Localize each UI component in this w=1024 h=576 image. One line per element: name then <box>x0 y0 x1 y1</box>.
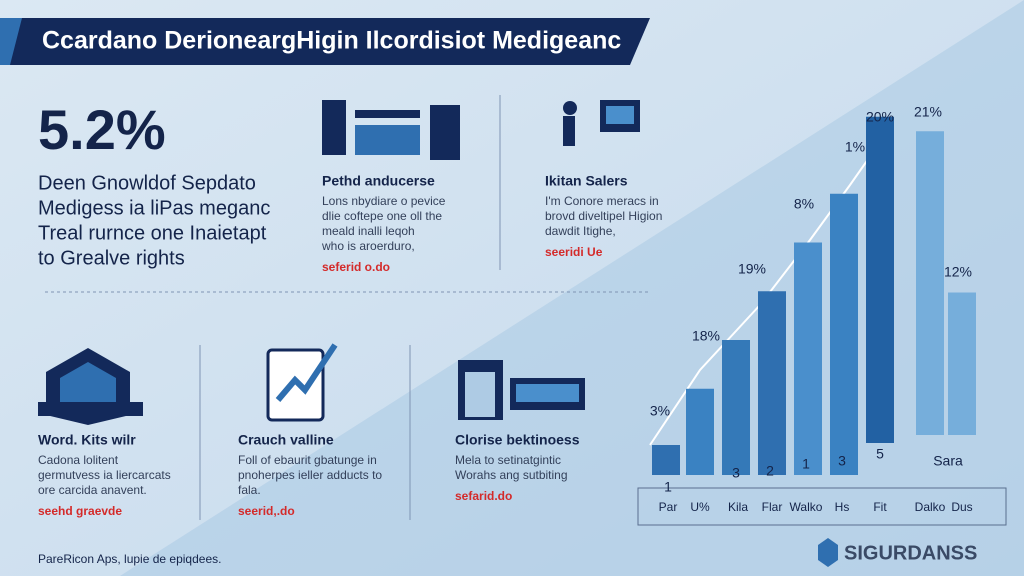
trend-line <box>649 127 891 446</box>
icon-store <box>458 360 585 420</box>
bar <box>686 388 714 475</box>
icon-person <box>563 100 640 146</box>
card-line: Cadona lolitent <box>38 453 119 467</box>
annotation: Sara <box>933 453 963 469</box>
stat-value: 5.2% <box>38 98 166 161</box>
stat-line: to Grealve rights <box>38 247 185 269</box>
card-line: fala. <box>238 483 261 497</box>
card-line: pnoherpes ieller adducts to <box>238 468 382 482</box>
card-line: who is aroerduro, <box>321 239 415 253</box>
category-label: Dalko <box>915 500 946 514</box>
card-line: ore carcida anavent. <box>38 483 147 497</box>
bar <box>866 116 894 443</box>
bar <box>916 131 944 435</box>
logo-mark <box>818 538 838 567</box>
title-banner <box>0 18 650 65</box>
annotation: 3 <box>732 465 740 481</box>
category-label: Dus <box>951 500 972 514</box>
category-label: Hs <box>835 500 850 514</box>
card-line: meald inalli leqoh <box>322 224 415 238</box>
annotation: 3 <box>838 453 846 469</box>
bar <box>758 291 786 475</box>
icon-shield <box>38 348 143 425</box>
stat-line: Treal rurnce one Inaietapt <box>38 222 267 244</box>
card-line: I'm Conore meracs in <box>545 194 659 208</box>
category-label: Flar <box>762 500 783 514</box>
category-label: Kila <box>728 500 748 514</box>
card-link: seehd graevde <box>38 504 122 518</box>
title: Ccardano DerioneargHigin Ilcordisiot Med… <box>42 27 621 55</box>
category-label: Walko <box>790 500 823 514</box>
card-link: seeridi Ue <box>545 245 603 259</box>
card-line: germutvess ia liercarcats <box>38 468 171 482</box>
card-title: Word. Kits wilr <box>38 432 136 448</box>
logo: SIGURDANSS <box>844 542 977 564</box>
annotation: 12% <box>944 264 972 280</box>
card-line: dawdit Itighe, <box>545 224 616 238</box>
card-line: Lons nbydiare o pevice <box>322 194 446 208</box>
annotation: 21% <box>914 104 942 120</box>
annotation: 1% <box>845 139 865 155</box>
annotation: 8% <box>794 196 814 212</box>
annotation: 5 <box>876 446 884 462</box>
card-link: seferid o.do <box>322 260 390 274</box>
bar <box>652 445 680 475</box>
annotation: 19% <box>738 261 766 277</box>
card-title: Pethd anducerse <box>322 173 435 189</box>
category-label: Par <box>659 500 678 514</box>
annotation: 2 <box>766 463 774 479</box>
icon-tablet <box>266 343 338 422</box>
card-line: Worahs ang sutbiting <box>455 468 568 482</box>
card-title: Crauch valline <box>238 432 334 448</box>
icon-building <box>322 100 460 160</box>
annotation: 1 <box>802 456 810 472</box>
stat-line: Deen Gnowldof Sepdato <box>38 172 256 194</box>
bar <box>722 340 750 475</box>
bar <box>948 292 976 435</box>
card-title: Clorise bektinoess <box>455 432 580 448</box>
card-line: dlie coftepe one oll the <box>322 209 442 223</box>
card-line: brovd diveltipel Higion <box>545 209 662 223</box>
stat-line: Medigess ia liPas meganc <box>38 197 270 219</box>
annotation: 1 <box>664 479 672 495</box>
bar <box>830 193 858 475</box>
card-title: Ikitan Salers <box>545 173 628 189</box>
annotation: 20% <box>866 109 894 125</box>
category-label: U% <box>690 500 710 514</box>
card-line: Mela to setinatgintic <box>455 453 561 467</box>
annotation: 18% <box>692 328 720 344</box>
card-line: Foll of ebaurit gbatunge in <box>238 453 377 467</box>
chart-frame <box>637 487 1007 526</box>
annotation: 3% <box>650 403 670 419</box>
banner-accent <box>0 18 22 65</box>
card-link: sefarid.do <box>455 489 512 503</box>
card-link: seerid,.do <box>238 504 295 518</box>
bar <box>794 242 822 475</box>
footer: PareRicon Aps, lupie de epiqdees. <box>38 552 221 566</box>
category-label: Fit <box>873 500 887 514</box>
